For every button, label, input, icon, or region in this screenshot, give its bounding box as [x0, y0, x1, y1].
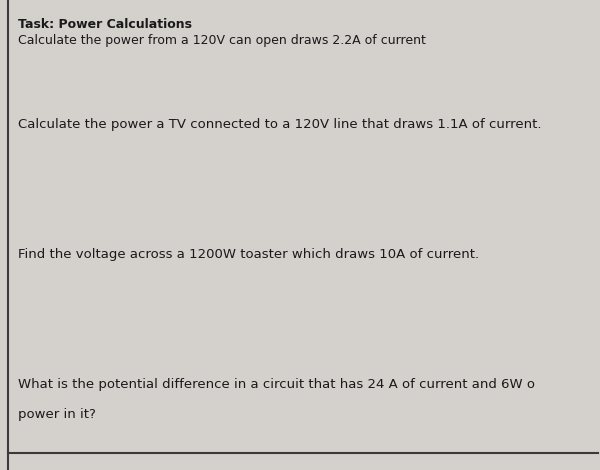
Text: What is the potential difference in a circuit that has 24 A of current and 6W o: What is the potential difference in a ci…	[18, 378, 535, 391]
Text: Task: Power Calculations: Task: Power Calculations	[18, 18, 192, 31]
Text: Find the voltage across a 1200W toaster which draws 10A of current.: Find the voltage across a 1200W toaster …	[18, 248, 479, 261]
Text: Calculate the power from a 120V can open draws 2.2A of current: Calculate the power from a 120V can open…	[18, 34, 426, 47]
Text: power in it?: power in it?	[18, 408, 96, 421]
Text: Calculate the power a TV connected to a 120V line that draws 1.1A of current.: Calculate the power a TV connected to a …	[18, 118, 542, 131]
